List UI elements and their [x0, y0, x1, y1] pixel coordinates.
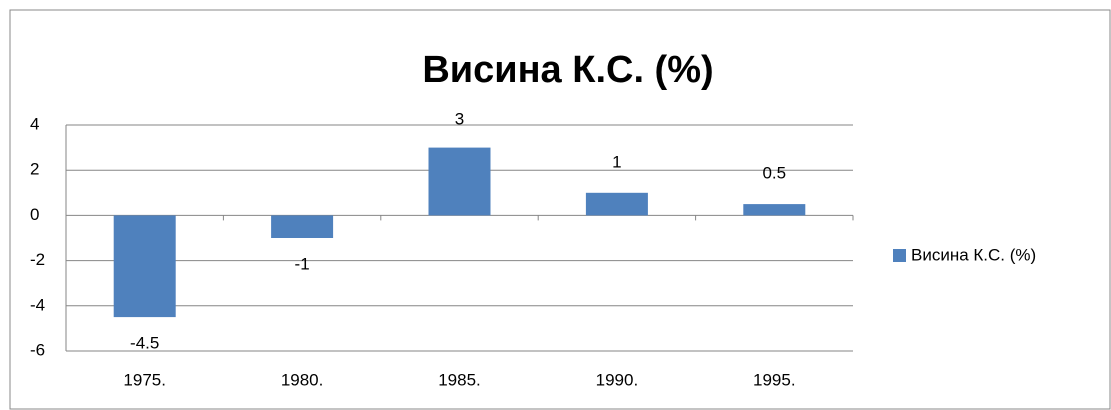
x-tick-label: 1985.	[438, 370, 481, 389]
data-label: -4.5	[130, 334, 159, 353]
y-tick-label: -2	[30, 250, 45, 269]
bar	[271, 215, 334, 238]
data-label: 0.5	[762, 164, 786, 183]
y-tick-label: 4	[30, 114, 39, 133]
y-tick-label: -4	[30, 295, 45, 314]
data-label: 3	[455, 109, 464, 128]
bar	[428, 147, 491, 216]
chart-title: Висина К.С. (%)	[422, 49, 713, 91]
x-tick-label: 1990.	[596, 370, 639, 389]
legend-label: Висина К.С. (%)	[911, 245, 1036, 264]
legend-swatch	[893, 249, 906, 262]
x-tick-label: 1980.	[281, 370, 324, 389]
data-label: 1	[612, 152, 621, 171]
y-tick-label: 2	[30, 160, 39, 179]
bar	[585, 192, 648, 216]
bar	[113, 215, 176, 318]
bar	[743, 204, 806, 216]
x-tick-label: 1995.	[753, 370, 796, 389]
x-tick-label: 1975.	[123, 370, 166, 389]
data-label: -1	[295, 254, 310, 273]
chart-frame	[9, 9, 1111, 410]
y-tick-label: 0	[30, 205, 39, 224]
y-tick-label: -6	[30, 340, 45, 359]
